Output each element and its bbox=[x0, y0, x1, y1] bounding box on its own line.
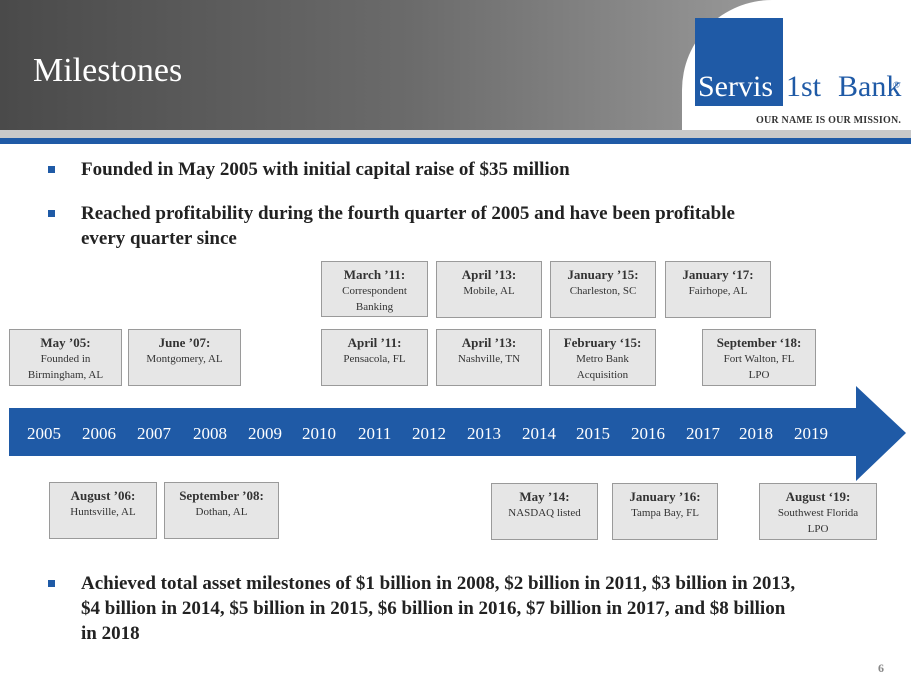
milestone-desc: Charleston, SC bbox=[569, 285, 637, 297]
milestone-box: September ‘18: Fort Walton, FL LPO bbox=[702, 329, 816, 386]
logo-tagline: OUR NAME IS OUR MISSION. bbox=[756, 115, 902, 126]
milestone-date: April ’13: bbox=[461, 267, 517, 282]
milestone-desc: Nashville, TN bbox=[457, 353, 521, 365]
milestone-date: April ’13: bbox=[461, 335, 517, 350]
header-divider-blue bbox=[0, 138, 911, 144]
timeline-year: 2018 bbox=[739, 424, 773, 443]
milestone-date: February ‘15: bbox=[563, 335, 642, 350]
milestone-date: May ’05: bbox=[40, 335, 91, 350]
milestone-desc: Founded in Birmingham, AL bbox=[27, 353, 104, 381]
milestone-box: January ‘17: Fairhope, AL bbox=[665, 261, 771, 318]
bullet-square-icon bbox=[48, 580, 55, 587]
milestone-box: March ’11: Correspondent Banking bbox=[321, 261, 428, 317]
milestone-box: May ’14: NASDAQ listed bbox=[491, 483, 598, 540]
milestone-date: August ‘19: bbox=[785, 489, 851, 504]
milestone-date: September ‘18: bbox=[716, 335, 802, 350]
bullet-item: Reached profitability during the fourth … bbox=[48, 201, 808, 251]
timeline-year: 2008 bbox=[193, 424, 227, 443]
timeline-year: 2012 bbox=[412, 424, 446, 443]
milestone-desc: Fort Walton, FL LPO bbox=[723, 353, 795, 381]
milestone-box: January ’16: Tampa Bay, FL bbox=[612, 483, 718, 540]
arrow-polygon bbox=[9, 386, 906, 481]
milestone-date: April ’11: bbox=[347, 335, 402, 350]
milestone-date: January ’16: bbox=[629, 489, 701, 504]
milestone-date: March ’11: bbox=[343, 267, 406, 282]
page-number: 6 bbox=[878, 661, 884, 675]
page-title: Milestones bbox=[33, 52, 183, 89]
milestone-desc: Mobile, AL bbox=[463, 285, 515, 297]
bullet-square-icon bbox=[48, 166, 55, 173]
milestone-box: April ’13: Mobile, AL bbox=[436, 261, 542, 318]
timeline-year: 2007 bbox=[137, 424, 171, 443]
timeline-year: 2010 bbox=[302, 424, 336, 443]
bullet-item: Founded in May 2005 with initial capital… bbox=[48, 157, 808, 182]
timeline-year: 2019 bbox=[794, 424, 828, 443]
timeline-year: 2017 bbox=[686, 424, 720, 443]
milestone-desc: Tampa Bay, FL bbox=[631, 507, 699, 519]
timeline-arrow bbox=[9, 386, 906, 481]
milestone-desc: Pensacola, FL bbox=[343, 353, 406, 365]
milestone-desc: Huntsville, AL bbox=[70, 506, 136, 518]
timeline-year: 2009 bbox=[248, 424, 282, 443]
timeline-year: 2006 bbox=[82, 424, 116, 443]
logo-text-servis: Servis bbox=[698, 70, 773, 103]
milestone-box: April ’13: Nashville, TN bbox=[436, 329, 542, 386]
milestone-box: September ’08: Dothan, AL bbox=[164, 482, 279, 539]
logo-text-bank: Bank bbox=[838, 70, 902, 103]
logo-registered-mark: ® bbox=[893, 80, 900, 90]
milestone-box: January ’15: Charleston, SC bbox=[550, 261, 656, 318]
milestone-date: June ’07: bbox=[158, 335, 211, 350]
timeline-year: 2015 bbox=[576, 424, 610, 443]
milestone-box: August ’06: Huntsville, AL bbox=[49, 482, 157, 539]
milestone-box: April ’11: Pensacola, FL bbox=[321, 329, 428, 386]
milestone-date: September ’08: bbox=[179, 488, 264, 503]
bullet-item: Achieved total asset milestones of $1 bi… bbox=[48, 571, 808, 649]
timeline-arrow-shape bbox=[9, 386, 906, 481]
milestone-desc: Dothan, AL bbox=[195, 506, 248, 518]
bullet-text: Reached profitability during the fourth … bbox=[81, 203, 735, 249]
milestone-date: August ’06: bbox=[70, 488, 136, 503]
milestone-box: May ’05: Founded in Birmingham, AL bbox=[9, 329, 122, 386]
timeline-year: 2005 bbox=[27, 424, 61, 443]
milestone-box: June ’07: Montgomery, AL bbox=[128, 329, 241, 386]
milestone-desc: Metro Bank Acquisition bbox=[576, 353, 629, 381]
timeline-year: 2014 bbox=[522, 424, 556, 443]
milestone-desc: Correspondent Banking bbox=[342, 285, 407, 313]
logo-box bbox=[695, 18, 783, 106]
logo-text-1st: 1st bbox=[786, 70, 822, 103]
timeline-year: 2011 bbox=[358, 424, 392, 443]
bullet-square-icon bbox=[48, 210, 55, 217]
bullet-text: Founded in May 2005 with initial capital… bbox=[81, 159, 570, 180]
milestone-desc: Southwest Florida LPO bbox=[777, 507, 859, 535]
header-divider-light bbox=[0, 130, 911, 138]
milestone-box: February ‘15: Metro Bank Acquisition bbox=[549, 329, 656, 386]
milestone-desc: NASDAQ listed bbox=[508, 507, 581, 519]
bullet-text: Achieved total asset milestones of $1 bi… bbox=[81, 573, 796, 644]
milestone-date: January ‘17: bbox=[682, 267, 754, 282]
milestone-box: August ‘19: Southwest Florida LPO bbox=[759, 483, 877, 540]
timeline-year: 2016 bbox=[631, 424, 665, 443]
milestone-date: May ’14: bbox=[519, 489, 570, 504]
milestone-desc: Montgomery, AL bbox=[146, 353, 223, 365]
milestone-desc: Fairhope, AL bbox=[688, 285, 748, 297]
timeline-year: 2013 bbox=[467, 424, 501, 443]
milestone-date: January ’15: bbox=[567, 267, 639, 282]
